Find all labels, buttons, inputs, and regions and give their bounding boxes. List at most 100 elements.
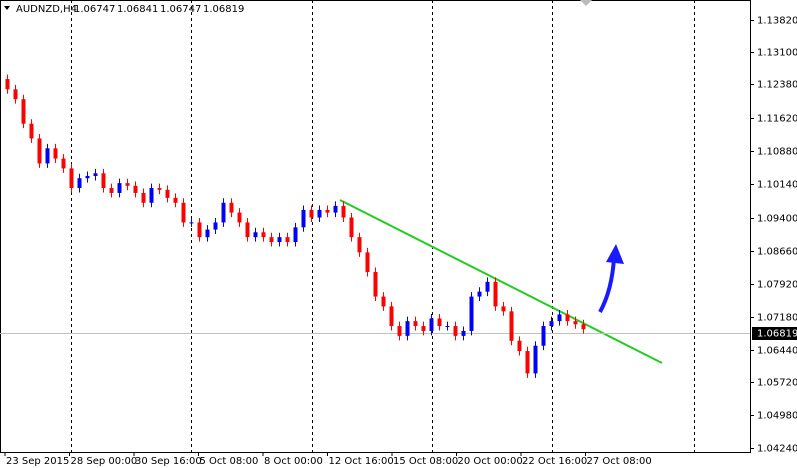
x-tick-label: 8 Oct 00:00 [264,456,323,467]
candle-body [357,237,362,253]
candle-body [557,314,562,322]
header-values: 1.06747 1.06841 1.06747 1.06819 [74,4,244,15]
candle-body [69,168,74,189]
candle-body [429,318,434,331]
header-value: 1.06819 [203,4,244,15]
candle-body [541,326,546,346]
last-price-label: 1.06819 [757,329,797,340]
candle-body [229,202,234,213]
menu-triangle[interactable] [4,6,10,10]
y-tick-label: 1.05720 [757,378,797,389]
candle-body [573,321,578,325]
x-tick-label: 23 Sep 2015 [6,456,69,467]
candle-body [365,252,370,273]
candle-body [205,229,210,238]
x-tick-label: 22 Oct 16:00 [522,456,587,467]
x-tick-label: 30 Sep 16:00 [135,456,202,467]
candle-body [165,189,170,198]
candle-body [13,89,18,100]
candle-body [421,326,426,331]
candle-body [101,173,106,189]
candle-body [213,222,218,230]
candle-body [333,205,338,213]
candle-body [93,173,98,176]
candle-body [141,192,146,203]
candle-body [181,202,186,223]
y-tick-label: 1.08660 [757,247,797,258]
x-tick-label: 28 Sep 00:00 [71,456,138,467]
candle-body [413,321,418,327]
candle-body [565,314,570,322]
candle-body [285,237,290,243]
candle-body [293,227,298,243]
candle-body [45,148,50,164]
arrow-shaft [598,257,616,313]
y-tick-label: 1.06440 [757,346,797,357]
candle-body [581,324,586,330]
candle-body [197,222,202,238]
candle-body [221,202,226,223]
y-tick-label: 1.09400 [757,214,797,225]
candle-body [517,340,522,352]
candle-body [325,209,330,213]
candle-body [173,197,178,203]
candle-body [237,212,242,223]
candle-body [533,345,538,374]
shift-marker [580,0,592,6]
x-tick-label: 20 Oct 00:00 [458,456,523,467]
y-tick-label: 1.10140 [757,180,797,191]
candle-body [109,188,114,193]
candle-body [317,209,322,218]
arrow-head [606,244,624,264]
y-tick-label: 1.12380 [757,80,797,91]
candle-body [477,291,482,297]
y-tick-label: 1.07180 [757,313,797,324]
x-tick-label: 27 Oct 08:00 [587,456,652,467]
candle-body [5,79,10,90]
trend-line [339,199,663,364]
plot-frame [0,0,751,453]
candle-body [461,330,466,336]
candle-body [301,209,306,228]
candle-body [133,185,138,193]
candle-body [245,222,250,238]
y-tick-label: 1.10880 [757,147,797,158]
candle-body [485,281,490,292]
candle-body [373,272,378,297]
candle-body [549,321,554,327]
candle-body [85,175,90,179]
candle-body [149,188,154,203]
y-tick-label: 1.04240 [757,444,797,455]
candle-body [277,237,282,243]
candle-body [61,158,66,169]
y-tick-label: 1.11620 [757,114,797,125]
candle-body [381,296,386,307]
x-tick-label: 15 Oct 08:00 [393,456,458,467]
candle-body [29,123,34,139]
candle-body [261,232,266,238]
candle-body [37,138,42,164]
candle-body [493,281,498,307]
candle-body [21,99,26,124]
y-tick-label: 1.13100 [757,48,797,59]
candle-body [469,296,474,331]
y-tick-label: 1.07920 [757,280,797,291]
candle-body [453,326,458,336]
candle-body [125,183,130,186]
candle-body [53,148,58,159]
candle-body [501,306,506,312]
header-value: 1.06841 [117,4,158,15]
candle-body [445,326,450,328]
candle-body [253,232,258,238]
candle-body [117,183,122,193]
x-tick-label: 5 Oct 08:00 [200,456,259,467]
candle-body [309,209,314,218]
candle-body [349,217,354,238]
candle-body [397,326,402,336]
symbol: AUDNZD,H4 [16,4,77,15]
y-tick-label: 1.13820 [757,16,797,27]
candle-body [189,222,194,224]
header-value: 1.06747 [160,4,201,15]
